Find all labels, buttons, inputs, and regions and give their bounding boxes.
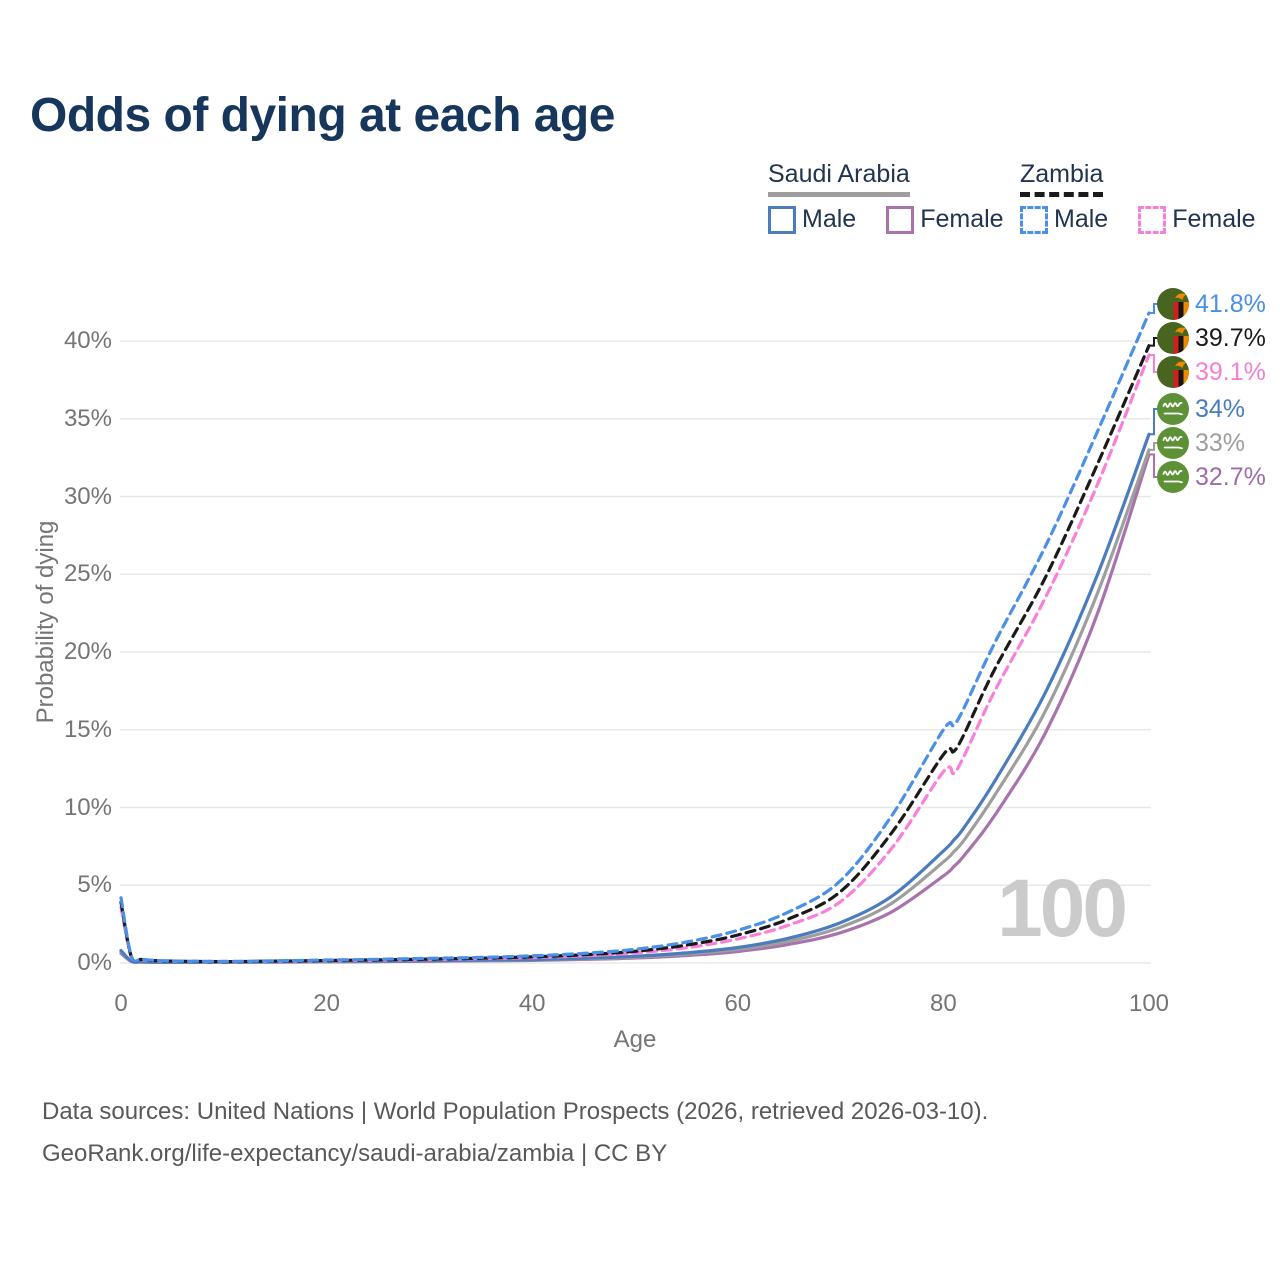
x-axis-title: Age bbox=[613, 1026, 657, 1053]
end-label-connector bbox=[1149, 303, 1159, 315]
y-tick-20%: 20% bbox=[63, 638, 112, 665]
saudi-arabia-flag-icon bbox=[1157, 427, 1189, 459]
end-label-connector bbox=[1149, 408, 1159, 436]
end-label-zambia-both: 39.7% bbox=[1157, 321, 1266, 355]
saudi-male-line-swatch bbox=[768, 205, 796, 234]
y-axis-title: Probability of dying bbox=[32, 520, 59, 724]
legend-title-zambia: Zambia bbox=[1020, 160, 1104, 197]
zambia-flag-icon bbox=[1157, 356, 1189, 388]
legend-title-saudi-arabia: Saudi Arabia bbox=[768, 160, 910, 197]
end-label-zambia-male: 41.8% bbox=[1157, 287, 1266, 321]
series-line-zambia-male bbox=[119, 311, 1151, 964]
end-label-value: 41.8% bbox=[1195, 289, 1266, 318]
end-label-zambia-female: 39.1% bbox=[1157, 355, 1266, 389]
end-label-value: 39.1% bbox=[1195, 357, 1266, 386]
series-line-zambia-both bbox=[119, 344, 1151, 964]
end-label-value: 34% bbox=[1195, 394, 1246, 423]
zambia-flag-icon bbox=[1157, 322, 1189, 354]
legend-item-saudi-male[interactable]: Male bbox=[768, 205, 856, 234]
saudi-arabia-flag-icon bbox=[1157, 393, 1189, 425]
end-label-saudi-arabia-male: 34% bbox=[1157, 392, 1245, 426]
zambia-flag-icon bbox=[1157, 288, 1189, 320]
legend-group-zambia: Zambia bbox=[1020, 160, 1104, 197]
legend-label: Female bbox=[920, 205, 1004, 233]
legend-row-zambia: Male Female bbox=[1020, 205, 1278, 234]
x-tick-60: 60 bbox=[724, 990, 752, 1017]
end-label-connector bbox=[1149, 337, 1159, 347]
age-watermark: 100 bbox=[997, 863, 1128, 954]
end-label-connector bbox=[1149, 353, 1159, 373]
y-tick-30%: 30% bbox=[63, 482, 112, 510]
x-tick-40: 40 bbox=[518, 990, 546, 1017]
end-label-saudi-arabia-female: 32.7% bbox=[1157, 460, 1266, 494]
legend-group-saudi-arabia: Saudi Arabia bbox=[768, 160, 910, 197]
y-tick-0%: 0% bbox=[77, 949, 112, 976]
legend-item-zambia-female[interactable]: Female bbox=[1138, 205, 1256, 234]
end-label-connector bbox=[1149, 442, 1159, 451]
x-tick-80: 80 bbox=[930, 990, 957, 1017]
y-tick-5%: 5% bbox=[77, 871, 112, 899]
y-tick-35%: 35% bbox=[63, 404, 112, 432]
end-label-value: 32.7% bbox=[1195, 462, 1266, 491]
end-label-connector bbox=[1149, 453, 1159, 478]
end-label-value: 39.7% bbox=[1195, 323, 1266, 352]
y-tick-15%: 15% bbox=[63, 715, 112, 743]
y-tick-10%: 10% bbox=[63, 793, 112, 821]
data-source-line: Data sources: United Nations | World Pop… bbox=[42, 1098, 989, 1125]
legend-label: Female bbox=[1172, 205, 1256, 233]
legend-label: Male bbox=[1054, 205, 1109, 233]
x-tick-20: 20 bbox=[313, 990, 340, 1017]
saudi-arabia-flag-icon bbox=[1157, 461, 1189, 493]
y-tick-25%: 25% bbox=[63, 560, 112, 588]
legend-row-saudi: Male Female bbox=[768, 205, 1026, 234]
legend-label: Male bbox=[802, 205, 857, 233]
saudi-female-line-swatch bbox=[886, 205, 915, 234]
x-tick-0: 0 bbox=[114, 990, 128, 1017]
zambia-male-line-swatch bbox=[1020, 205, 1048, 234]
legend-item-zambia-male[interactable]: Male bbox=[1020, 205, 1108, 234]
zambia-female-line-swatch bbox=[1138, 205, 1167, 234]
attribution-line: GeoRank.org/life-expectancy/saudi-arabia… bbox=[42, 1140, 668, 1167]
page-title: Odds of dying at each age bbox=[30, 89, 615, 142]
y-tick-40%: 40% bbox=[63, 327, 112, 354]
x-tick-100: 100 bbox=[1128, 990, 1170, 1017]
end-label-saudi-arabia-both: 33% bbox=[1157, 426, 1245, 460]
legend-item-saudi-female[interactable]: Female bbox=[886, 205, 1004, 234]
end-label-value: 33% bbox=[1195, 428, 1246, 457]
